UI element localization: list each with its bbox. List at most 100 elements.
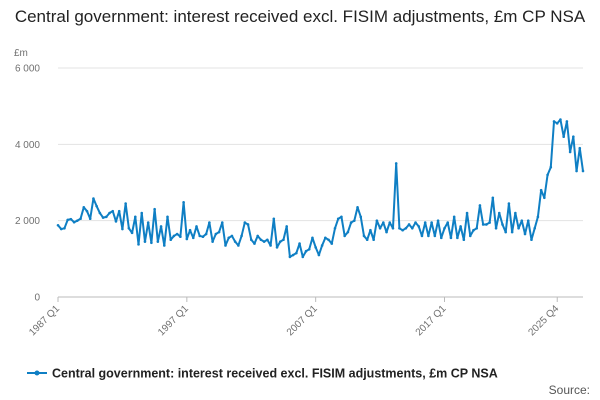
data-point[interactable] xyxy=(95,204,98,208)
data-point[interactable] xyxy=(359,215,363,219)
data-point[interactable] xyxy=(237,244,240,247)
data-point[interactable] xyxy=(88,217,92,221)
data-point[interactable] xyxy=(307,247,311,251)
data-point[interactable] xyxy=(253,242,256,245)
data-point[interactable] xyxy=(172,234,176,238)
data-point[interactable] xyxy=(407,223,411,226)
data-point[interactable] xyxy=(404,227,408,230)
data-point[interactable] xyxy=(198,234,202,238)
data-point[interactable] xyxy=(143,240,147,243)
data-point[interactable] xyxy=(259,238,263,242)
data-point[interactable] xyxy=(497,211,501,215)
data-point[interactable] xyxy=(410,227,414,230)
data-point[interactable] xyxy=(150,241,153,245)
data-point[interactable] xyxy=(572,135,575,138)
data-point[interactable] xyxy=(462,238,466,242)
data-point[interactable] xyxy=(472,228,475,232)
data-point[interactable] xyxy=(388,221,392,224)
data-point[interactable] xyxy=(436,219,440,222)
data-point[interactable] xyxy=(398,227,401,230)
legend[interactable]: Central government: interest received ex… xyxy=(27,367,498,381)
data-point[interactable] xyxy=(137,243,140,246)
data-point[interactable] xyxy=(291,253,295,257)
data-point[interactable] xyxy=(549,165,553,169)
data-point[interactable] xyxy=(298,242,301,245)
data-point[interactable] xyxy=(536,215,540,219)
data-point[interactable] xyxy=(317,253,321,257)
data-point[interactable] xyxy=(66,218,69,222)
data-point[interactable] xyxy=(153,207,156,211)
data-point[interactable] xyxy=(211,240,214,243)
data-point[interactable] xyxy=(98,211,102,215)
data-point[interactable] xyxy=(201,235,205,238)
data-point[interactable] xyxy=(166,215,169,219)
data-point[interactable] xyxy=(146,221,150,224)
data-point[interactable] xyxy=(227,236,231,240)
data-point[interactable] xyxy=(340,215,343,219)
data-point[interactable] xyxy=(491,196,495,200)
data-point[interactable] xyxy=(159,225,163,228)
data-point[interactable] xyxy=(365,238,369,242)
data-point[interactable] xyxy=(191,236,195,240)
data-point[interactable] xyxy=(533,227,536,230)
data-point[interactable] xyxy=(423,221,427,224)
data-point[interactable] xyxy=(514,211,517,215)
data-point[interactable] xyxy=(63,227,66,230)
data-point[interactable] xyxy=(356,206,359,209)
data-point[interactable] xyxy=(314,246,317,249)
data-point[interactable] xyxy=(179,235,182,238)
data-point[interactable] xyxy=(559,118,562,121)
data-point[interactable] xyxy=(224,244,227,247)
data-point[interactable] xyxy=(333,227,337,230)
data-point[interactable] xyxy=(101,216,105,219)
data-point[interactable] xyxy=(269,244,272,247)
data-point[interactable] xyxy=(417,225,421,228)
data-point[interactable] xyxy=(72,220,76,224)
data-point[interactable] xyxy=(59,227,63,231)
data-point[interactable] xyxy=(327,238,330,242)
data-point[interactable] xyxy=(485,223,488,226)
data-point[interactable] xyxy=(233,240,237,243)
data-point[interactable] xyxy=(552,120,556,123)
data-point[interactable] xyxy=(311,236,314,240)
data-point[interactable] xyxy=(481,223,485,226)
data-point[interactable] xyxy=(475,227,479,230)
data-point[interactable] xyxy=(343,234,346,238)
data-point[interactable] xyxy=(169,238,173,242)
data-point[interactable] xyxy=(382,221,385,224)
data-point[interactable] xyxy=(285,225,288,228)
data-point[interactable] xyxy=(349,221,353,224)
data-point[interactable] xyxy=(240,234,243,238)
data-point[interactable] xyxy=(272,217,276,221)
data-point[interactable] xyxy=(539,188,543,192)
data-point[interactable] xyxy=(504,230,508,234)
data-point[interactable] xyxy=(372,238,375,242)
data-point[interactable] xyxy=(494,227,498,230)
data-point[interactable] xyxy=(127,227,131,230)
data-point[interactable] xyxy=(208,221,211,224)
data-point[interactable] xyxy=(111,209,115,213)
data-point[interactable] xyxy=(459,225,462,228)
data-point[interactable] xyxy=(266,238,269,242)
data-point[interactable] xyxy=(162,244,166,247)
data-point[interactable] xyxy=(362,234,366,238)
data-point[interactable] xyxy=(520,219,524,222)
data-point[interactable] xyxy=(246,223,250,226)
data-point[interactable] xyxy=(385,230,388,234)
data-point[interactable] xyxy=(468,234,472,238)
data-point[interactable] xyxy=(76,219,79,222)
data-point[interactable] xyxy=(555,122,559,125)
data-point[interactable] xyxy=(530,238,533,242)
data-point[interactable] xyxy=(346,230,350,234)
data-point[interactable] xyxy=(526,219,530,222)
data-point[interactable] xyxy=(446,221,450,224)
data-point[interactable] xyxy=(394,162,398,165)
data-point[interactable] xyxy=(217,230,221,234)
data-point[interactable] xyxy=(433,234,437,238)
data-point[interactable] xyxy=(324,236,327,240)
data-point[interactable] xyxy=(562,135,565,138)
data-point[interactable] xyxy=(278,240,282,243)
data-point[interactable] xyxy=(85,209,89,213)
data-point[interactable] xyxy=(220,221,224,224)
data-point[interactable] xyxy=(456,236,459,240)
